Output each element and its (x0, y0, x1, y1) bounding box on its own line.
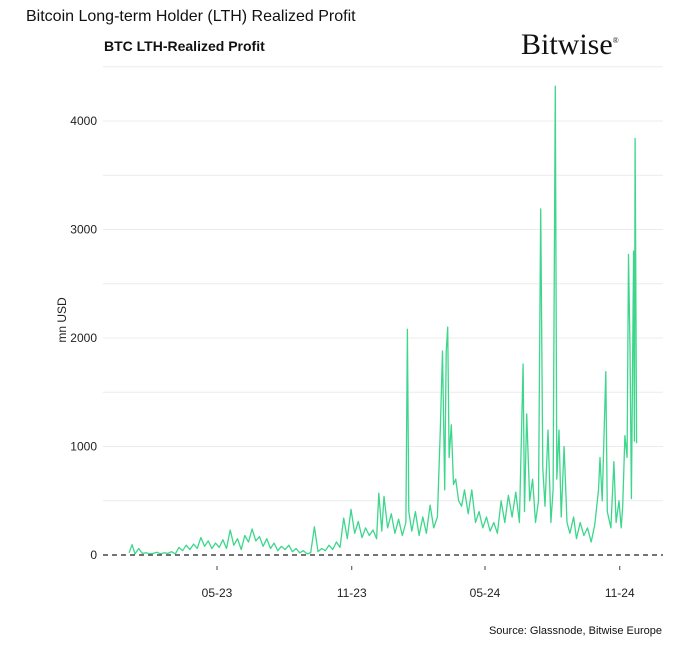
x-tick-label: 11-23 (337, 586, 367, 600)
logo-text: Bitwise (521, 28, 613, 61)
y-axis-label: mn USD (55, 297, 69, 343)
y-tick-label: 2000 (70, 331, 97, 345)
gridlines (103, 66, 663, 502)
y-tick-label: 3000 (70, 223, 97, 237)
series-line (128, 85, 638, 555)
chart-title: BTC LTH-Realized Profit (104, 38, 265, 54)
bitwise-logo: Bitwise® (521, 28, 619, 61)
page-title: Bitcoin Long-term Holder (LTH) Realized … (26, 8, 356, 25)
x-tick-label: 11-24 (605, 586, 635, 600)
y-tick-label: 1000 (70, 440, 97, 454)
x-tick-label: 05-24 (470, 586, 501, 600)
x-axis: 05-23 11-23 05-24 11-24 (202, 566, 635, 600)
y-axis: 0 1000 2000 3000 4000 (70, 114, 97, 562)
x-tick-label: 05-23 (202, 586, 233, 600)
y-tick-label: 4000 (70, 114, 97, 128)
y-tick-label: 0 (90, 548, 97, 562)
source-note: Source: Glassnode, Bitwise Europe (488, 625, 662, 637)
